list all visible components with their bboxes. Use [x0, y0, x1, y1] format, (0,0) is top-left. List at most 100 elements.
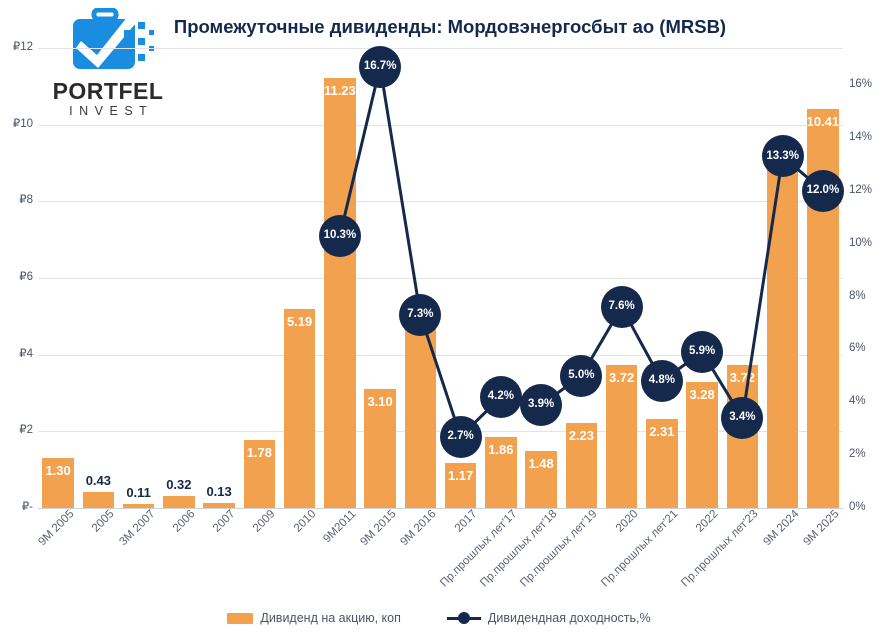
bar[interactable]: [485, 436, 517, 508]
x-axis-tick-label: 2007: [211, 508, 238, 535]
x-axis-tick-label: 9М 2016: [398, 508, 439, 549]
y-axis-left-tick: ₽2: [19, 424, 33, 437]
x-axis-tick-label: Пр.прошлых лет'17: [438, 508, 520, 590]
bar-value-label: 3.72: [608, 370, 635, 386]
axis-baseline: [38, 508, 843, 509]
line-marker[interactable]: 12.0%: [801, 169, 844, 212]
bar-value-label: 3.28: [689, 387, 715, 403]
line-marker-label: 16.7%: [363, 59, 397, 72]
y-axis-left-tick: ₽10: [12, 117, 33, 130]
line-marker[interactable]: 10.3%: [318, 214, 361, 257]
x-axis-tick-label: 3М 2007: [116, 508, 158, 549]
bar-value-label: 0.32: [166, 476, 192, 492]
y-axis-right-tick: 4%: [849, 395, 866, 408]
bar-value-label: 0.43: [85, 472, 112, 488]
gridline: [38, 48, 843, 49]
y-axis-left-tick: ₽6: [19, 271, 33, 283]
y-axis-left-tick: ₽12: [12, 41, 33, 53]
x-axis-tick-label: 2020: [613, 508, 641, 535]
bar[interactable]: [42, 458, 74, 508]
bar[interactable]: [203, 503, 235, 508]
x-axis-tick-label: 2005: [90, 508, 117, 535]
legend-item[interactable]: Дивидендная доходность,%: [446, 611, 651, 625]
y-axis-left: ₽12 ₽10 ₽8 ₽6 ₽4 ₽2 ₽-: [0, 41, 33, 518]
line-marker[interactable]: 4.2%: [479, 375, 522, 418]
gridline: [38, 124, 843, 126]
bar-value-label: 2.31: [649, 424, 675, 440]
x-axis-labels: 9М 2005 2005 3М 2007 2006 2007 2009 2010 9М2011…: [36, 508, 843, 608]
bar-value-label: 1.78: [246, 444, 273, 460]
y-axis-right-tick: 14%: [849, 130, 873, 143]
bar[interactable]: [122, 503, 155, 508]
line-marker-label: 5.0%: [568, 369, 595, 382]
bar[interactable]: [525, 451, 557, 508]
bar-value-label: 11.23: [323, 82, 356, 98]
bar[interactable]: [686, 382, 718, 508]
line-marker-label: 13.3%: [766, 149, 799, 162]
line-marker-label: 10.3%: [323, 228, 357, 241]
bar[interactable]: [243, 439, 276, 508]
legend-label: Дивиденд на акцию, коп: [260, 611, 401, 625]
line-marker[interactable]: 16.7%: [359, 45, 402, 88]
y-axis-right-tick: 16%: [849, 78, 873, 90]
y-axis-right: 16% 14% 12% 10% 8% 6% 4% 2% 0%: [849, 48, 878, 518]
legend-item[interactable]: Дивиденд на акцию, коп: [227, 611, 401, 625]
bar[interactable]: [444, 463, 477, 508]
briefcase-check-icon: [64, 7, 156, 80]
line-marker-label: 4.2%: [487, 390, 514, 403]
bar-value-label: 1.30: [45, 463, 71, 479]
line-marker-label: 3.9%: [528, 398, 555, 411]
x-axis-tick-label: 9М 2015: [358, 508, 399, 549]
bar-value-label: 0.11: [126, 484, 151, 500]
logo-subword: INVEST: [69, 104, 154, 118]
bar-value-label: 0.13: [206, 484, 232, 500]
x-axis-tick-label: 9М 2024: [760, 508, 802, 549]
line-marker[interactable]: 3.9%: [520, 383, 563, 426]
chart-title: Промежуточные дивиденды: Мордовэнергосбы…: [173, 16, 727, 37]
y-axis-right-tick: 12%: [849, 183, 873, 196]
bar-value-label: 3.10: [367, 394, 393, 410]
x-axis-tick-label: Пр.прошлых лет'23: [679, 508, 761, 590]
plot-area: 1.300.430.110.320.131.785.1911.233.105.2…: [38, 45, 844, 509]
bar[interactable]: [605, 365, 638, 508]
bar-value-label: 1.48: [528, 456, 554, 472]
bar-value-label: 5.19: [286, 314, 313, 330]
y-axis-right-tick: 8%: [849, 289, 866, 302]
x-axis-tick-label: 2022: [694, 508, 721, 535]
line-marker[interactable]: 5.0%: [560, 354, 603, 397]
gridline: [38, 354, 843, 356]
x-axis-tick-label: 9М 2005: [36, 508, 77, 549]
line-marker[interactable]: 7.3%: [399, 294, 442, 336]
chart-legend: Дивиденд на акцию, коп Дивидендная доходн…: [0, 606, 878, 630]
x-axis-tick-label: Пр.прошлых лет'21: [599, 508, 681, 590]
line-marker[interactable]: 5.9%: [681, 331, 724, 374]
legend-bar-swatch-icon: [227, 612, 254, 624]
gridline: [38, 278, 843, 279]
bar[interactable]: [565, 422, 598, 508]
portfel-invest-logo: PORTFEL INVEST: [42, 6, 174, 124]
line-marker-label: 5.9%: [689, 345, 716, 358]
bar[interactable]: [324, 77, 356, 508]
y-axis-right-tick: 2%: [849, 448, 866, 461]
y-axis-right-tick: 10%: [849, 236, 873, 249]
line-marker[interactable]: 4.8%: [640, 360, 683, 403]
bar[interactable]: [163, 495, 195, 508]
bar-value-label: 10.41: [806, 113, 840, 129]
bar-value-label: 1.17: [447, 468, 474, 484]
line-marker-label: 7.6%: [608, 300, 635, 313]
line-marker[interactable]: 3.4%: [721, 397, 764, 440]
bar[interactable]: [364, 389, 396, 508]
legend-line-swatch-icon: [446, 612, 481, 624]
x-axis-tick-label: 2006: [170, 508, 198, 535]
line-marker-label: 2.7%: [447, 429, 474, 442]
bar[interactable]: [283, 309, 316, 508]
line-marker[interactable]: 2.7%: [439, 415, 482, 458]
bar[interactable]: [646, 419, 678, 508]
line-marker[interactable]: 7.6%: [600, 286, 643, 329]
line-marker-label: 4.8%: [648, 374, 675, 387]
bar[interactable]: [82, 491, 115, 508]
x-axis-tick-label: 2017: [452, 508, 480, 535]
x-axis-tick-label: 2009: [251, 508, 278, 535]
line-marker[interactable]: 13.3%: [761, 135, 804, 178]
